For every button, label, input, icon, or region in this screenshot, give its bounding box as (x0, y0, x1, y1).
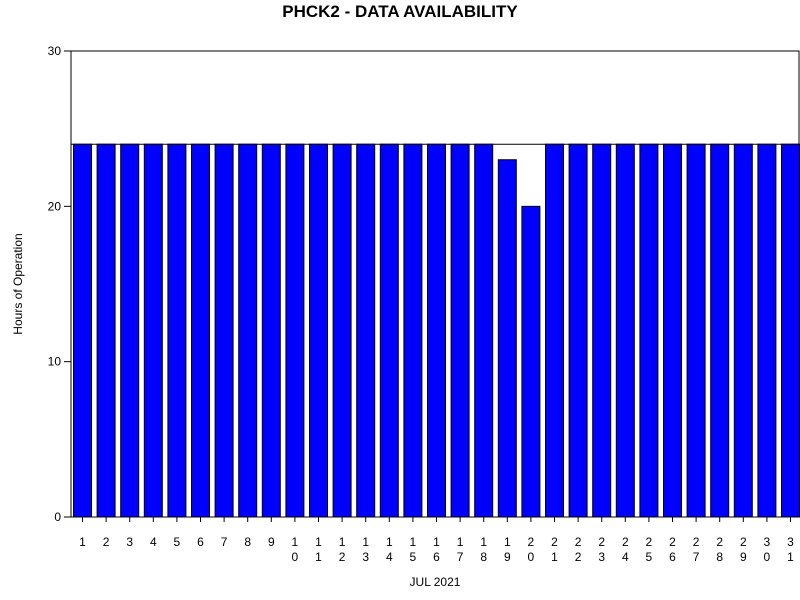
x-tick-label-7: 7 (221, 535, 228, 549)
x-axis-label: JUL 2021 (410, 575, 461, 589)
bar-day-23 (592, 143, 612, 518)
x-axis: 1 2 3 4 5 6 7 8 9 1 01 11 21 31 41 51 61 71 81 92 02 12 22 32 42… (79, 517, 794, 564)
bar-day-8 (238, 143, 258, 518)
chart-title: PHCK2 - DATA AVAILABILITY (282, 2, 518, 21)
bar-day-24 (615, 143, 635, 518)
bar-day-15 (403, 143, 423, 518)
bar-day-21 (545, 143, 564, 518)
bar-day-25 (639, 143, 659, 518)
bar-day-6 (191, 143, 210, 518)
bar-day-26 (663, 143, 682, 518)
bar-day-29 (733, 143, 753, 518)
bar-day-20 (521, 205, 541, 518)
bar-day-30 (757, 143, 777, 518)
y-tick-label-30: 30 (48, 44, 62, 58)
bar-day-1 (73, 143, 92, 518)
bar-day-19 (497, 159, 517, 518)
bar-day-13 (356, 143, 376, 518)
bar-day-3 (120, 143, 140, 518)
bar-day-5 (167, 143, 187, 518)
bar-day-27 (686, 143, 706, 518)
bar-day-28 (710, 143, 730, 518)
y-tick-label-10: 10 (48, 355, 62, 369)
x-tick-label-5: 5 (174, 535, 181, 549)
x-tick-label-4: 4 (150, 535, 157, 549)
y-tick-label-0: 0 (54, 510, 61, 524)
x-tick-label-6: 6 (197, 535, 204, 549)
y-axis: 0 10 20 30 (48, 44, 71, 524)
x-tick-label-3: 3 (126, 535, 133, 549)
bar-day-10 (285, 143, 305, 518)
bar-day-22 (568, 143, 588, 518)
y-tick-label-20: 20 (48, 199, 62, 213)
y-axis-label: Hours of Operation (11, 233, 25, 334)
plot-area (70, 50, 800, 518)
x-tick-label-2: 2 (103, 535, 110, 549)
bars-group (73, 143, 800, 518)
bar-day-9 (261, 143, 281, 518)
bar-day-4 (143, 143, 163, 518)
bar-day-16 (427, 143, 446, 518)
bar-day-11 (309, 143, 328, 518)
bar-day-17 (450, 143, 470, 518)
bar-day-31 (781, 143, 800, 518)
x-tick-label-1: 1 (79, 535, 86, 549)
x-tick-label-9: 9 (268, 535, 275, 549)
bar-day-18 (474, 143, 494, 518)
bar-day-7 (214, 143, 234, 518)
bar-day-12 (332, 143, 352, 518)
bar-day-2 (96, 143, 116, 518)
bar-day-14 (379, 143, 399, 518)
x-tick-label-8: 8 (244, 535, 251, 549)
